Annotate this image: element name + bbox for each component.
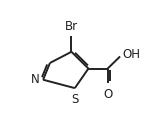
Text: N: N	[30, 73, 39, 86]
Text: Br: Br	[65, 20, 78, 33]
Text: O: O	[103, 88, 112, 101]
Text: OH: OH	[122, 48, 140, 61]
Text: S: S	[71, 93, 79, 106]
